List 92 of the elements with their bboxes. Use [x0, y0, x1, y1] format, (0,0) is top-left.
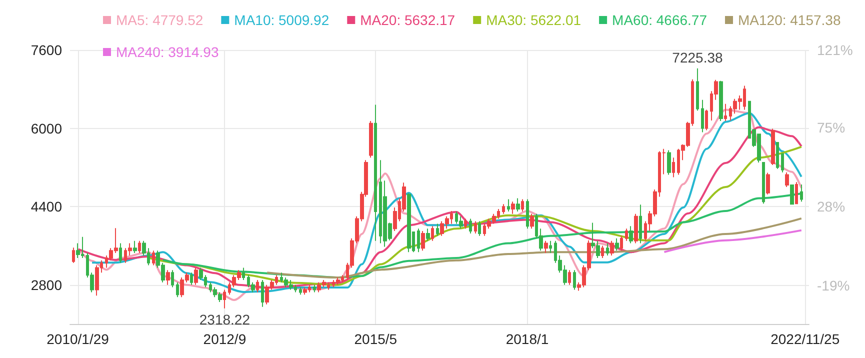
y-tick-label: 6000 [30, 120, 62, 136]
candlestick [138, 240, 141, 254]
candlestick [781, 153, 784, 173]
annotation: 7225.38 [672, 49, 723, 66]
candlestick [256, 279, 259, 293]
candlestick [459, 216, 463, 230]
legend-label: MA120: 4157.38 [738, 12, 841, 28]
annotation: 2318.22 [199, 311, 250, 328]
candlestick [610, 240, 614, 256]
x-tick-label: 2015/5 [354, 331, 398, 347]
x-tick-label: 2022/11/25 [770, 331, 840, 347]
candlestick [530, 213, 534, 230]
y-tick-label: 7600 [30, 42, 62, 58]
candlestick [544, 240, 548, 254]
candlestick [313, 284, 316, 293]
candlestick [629, 226, 633, 244]
candlestick [474, 220, 477, 234]
candlestick [696, 68, 699, 112]
legend-label: MA240: 3914.93 [116, 44, 219, 60]
y2-tick-label: 75% [817, 119, 846, 136]
candlestick [606, 242, 609, 256]
candlestick [701, 99, 704, 133]
candlestick [790, 184, 794, 206]
candlestick [507, 198, 510, 212]
candlestick [549, 240, 552, 254]
candlestick [303, 286, 307, 296]
candlestick [601, 245, 604, 258]
candlestick [568, 270, 571, 286]
candlestick [176, 282, 179, 298]
candlestick [469, 218, 472, 234]
candlestick [724, 103, 727, 122]
candlestick [625, 228, 628, 242]
y-tick-label: 4400 [30, 198, 62, 215]
x-tick-label: 2010/1/29 [46, 331, 110, 347]
candlestick [511, 201, 515, 214]
candlestick [762, 162, 765, 204]
candlestick [95, 264, 99, 296]
candlestick [667, 150, 671, 176]
candlestick [436, 223, 439, 236]
candlestick [190, 272, 193, 286]
y-tick-label: 2800 [30, 276, 62, 293]
x-tick-label: 2018/1 [506, 331, 549, 347]
candlestick [431, 226, 434, 242]
candlestick [615, 238, 619, 252]
candlestick [299, 286, 302, 296]
line-series [266, 217, 802, 279]
candlestick [152, 250, 155, 266]
candlestick [194, 267, 198, 286]
candlestick [223, 289, 226, 309]
candlestick [421, 230, 425, 252]
legend-label: MA10: 5009.92 [234, 12, 330, 28]
candlestick [72, 247, 75, 264]
legend-label: MA30: 5622.01 [486, 12, 582, 28]
candlestick [242, 267, 245, 280]
candlestick [369, 120, 373, 158]
legend-label: MA20: 5632.17 [360, 12, 456, 28]
candlestick [478, 220, 481, 236]
candlestick [771, 128, 775, 166]
candlestick [800, 184, 803, 202]
candlestick [620, 235, 623, 252]
y2-tick-label: 28% [817, 198, 846, 215]
legend-label: MA60: 4666.77 [612, 12, 708, 28]
line-series [162, 192, 802, 279]
candlestick [672, 157, 675, 178]
candlestick [719, 80, 723, 122]
candlestick [573, 270, 576, 290]
candlestick [776, 142, 779, 170]
candlestick [516, 198, 520, 212]
candlestick [464, 218, 467, 230]
candlestick [502, 204, 505, 214]
candlestick [526, 198, 529, 230]
candlestick [417, 228, 420, 253]
candlestick [171, 270, 174, 288]
candlestick [166, 270, 170, 286]
y2-tick-label: 121% [817, 42, 853, 58]
candlestick [766, 172, 770, 195]
line-series [148, 146, 802, 286]
candlestick [705, 109, 708, 131]
candlestick [639, 204, 642, 244]
legend-label: MA5: 4779.52 [116, 12, 204, 28]
candlestick [133, 240, 137, 254]
x-tick-label: 2012/9 [203, 331, 246, 347]
candlestick [261, 279, 264, 308]
candlestick [336, 277, 340, 286]
candlestick [795, 182, 798, 205]
y2-tick-label: -19% [817, 278, 850, 294]
candlestick [521, 198, 524, 212]
candlestick [426, 228, 430, 242]
candlestick [407, 192, 411, 253]
candlestick [119, 242, 122, 264]
candlestick [785, 172, 789, 188]
candlestick [634, 213, 638, 244]
